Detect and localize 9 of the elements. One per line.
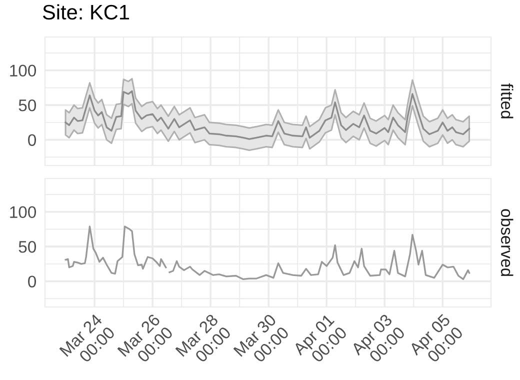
chart-title: Site: KC1 <box>42 4 129 20</box>
y-tick-label: 0 <box>28 134 36 146</box>
text: observed <box>500 209 514 276</box>
y-tick-label: 100 <box>10 206 36 218</box>
text: fitted <box>500 83 514 118</box>
y-tick-label: 50 <box>18 240 36 253</box>
y-tick-label: 50 <box>18 99 36 112</box>
y-tick-label: 0 <box>28 276 36 288</box>
y-tick-label: 100 <box>10 64 36 77</box>
